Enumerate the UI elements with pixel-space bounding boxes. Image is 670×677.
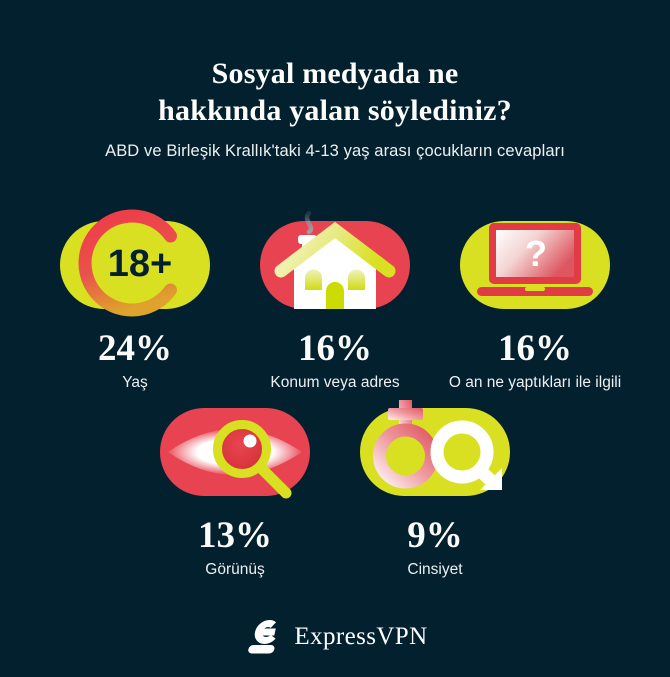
stat-value: 16% <box>498 328 572 370</box>
stat-value: 16% <box>298 328 372 370</box>
laptop-hinge-notch <box>525 287 545 292</box>
age-18-plus-badge-icon: 18+ <box>60 209 210 317</box>
magnifier-ring <box>213 419 271 478</box>
stat-label: O an ne yaptıkları ile ilgili <box>448 373 622 391</box>
expressvpn-logo-icon <box>248 620 280 654</box>
page-subtitle: ABD ve Birleşik Krallık'taki 4-13 yaş ar… <box>105 142 565 161</box>
magnifier-handle <box>254 461 292 499</box>
stat-age: 18+ 24% Yaş <box>35 205 235 392</box>
stat-location: 16% Konum veya adres <box>235 205 435 392</box>
stats-row-2: 13% Görünüş <box>0 392 670 579</box>
house-window-left <box>305 269 322 291</box>
laptop-screen <box>496 230 574 278</box>
male-arrow-head <box>480 467 502 490</box>
house-door <box>326 282 344 310</box>
stat-activity: ? 16% O an ne yaptıkları ile ilgili <box>435 205 635 392</box>
age-ring <box>78 209 177 317</box>
header: Sosyal medyada ne hakkında yalan söyledi… <box>0 0 670 161</box>
stat-gender: 9% Cinsiyet <box>335 392 535 579</box>
female-crossbar <box>388 407 423 420</box>
stat-label: Yaş <box>122 373 148 391</box>
page-title-line2: hakkında yalan söylediniz? <box>158 93 512 127</box>
stats-row-1: 18+ 24% Yaş <box>0 205 670 392</box>
stat-label: Cinsiyet <box>407 560 463 578</box>
brand-footer: ExpressVPN <box>0 618 670 656</box>
male-ring <box>430 420 494 484</box>
gender-symbols-icon <box>360 399 510 496</box>
laptop-base <box>477 287 593 297</box>
eye-magnifier-icon <box>160 407 310 499</box>
stat-value: 9% <box>407 514 463 556</box>
iris-highlight <box>243 434 257 448</box>
question-mark: ? <box>525 233 547 274</box>
chimney-smoke <box>304 210 314 235</box>
laptop-question-icon: ? <box>460 221 610 310</box>
stat-label: Konum veya adres <box>270 373 400 391</box>
age-badge-text: 18+ <box>108 243 172 285</box>
brand-wordmark: ExpressVPN <box>294 623 428 650</box>
page-title-line1: Sosyal medyada ne <box>211 57 459 90</box>
male-arrow-shaft <box>474 464 497 487</box>
stat-value: 13% <box>198 514 272 556</box>
house-roof <box>274 222 396 278</box>
page-title: Sosyal medyada ne hakkında yalan söyledi… <box>0 56 670 129</box>
stat-label: Görünüş <box>205 560 265 578</box>
house-window-right <box>348 269 365 291</box>
house-icon <box>260 210 410 310</box>
stat-appearance: 13% Görünüş <box>135 392 335 579</box>
stat-value: 24% <box>98 328 172 370</box>
